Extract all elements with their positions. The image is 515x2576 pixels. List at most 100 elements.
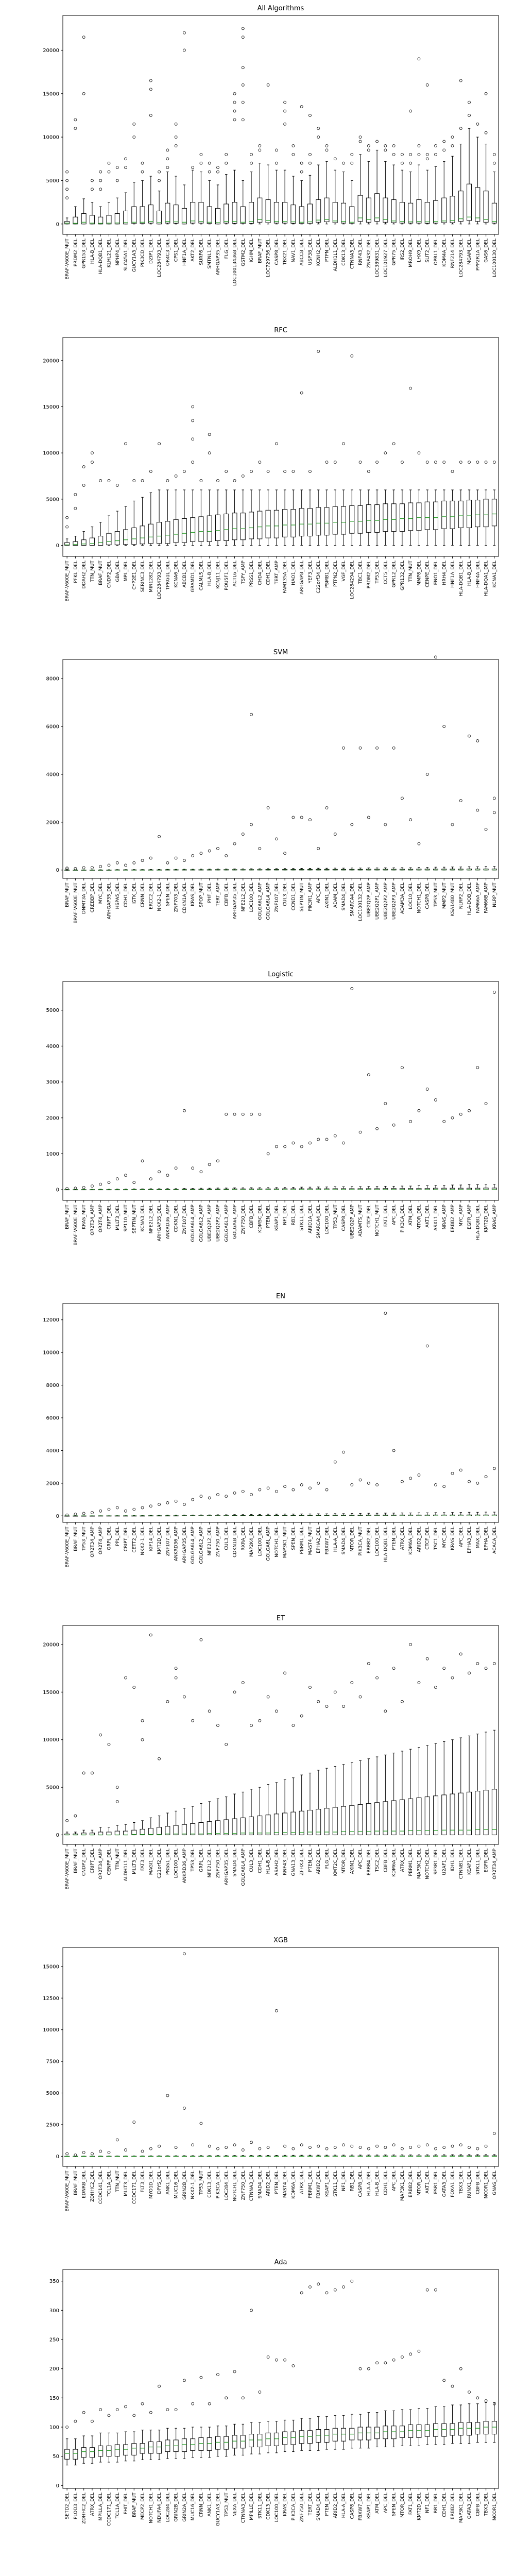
outlier-point <box>66 516 68 519</box>
outlier-point <box>367 816 370 819</box>
x-tick-label: LOC101927_DEL <box>383 239 388 277</box>
box-CBFB_DEL <box>383 1710 388 1835</box>
y-tick-label: 12000 <box>43 1317 59 1323</box>
outlier-point <box>300 171 303 173</box>
x-tick-label: ARHGAP35_DEL <box>182 1527 187 1563</box>
box-iqr <box>182 208 186 224</box>
x-tick-label: CRNN_DEL <box>199 2493 204 2517</box>
outlier-point <box>351 1681 353 1684</box>
box-iqr <box>90 538 94 545</box>
x-tick-label: ZNF750_DEL <box>241 2171 246 2200</box>
x-tick-label: YEF3_DEL <box>308 561 313 584</box>
x-tick-label: PBRM1_DEL <box>300 1527 305 1554</box>
x-tick-label: FLG_DEL <box>324 1849 330 1869</box>
outlier-point <box>74 493 77 496</box>
box-CUL3_DEL <box>283 852 287 870</box>
x-tick-label: HSPA5_DEL <box>115 883 121 909</box>
outlier-point <box>82 1772 85 1774</box>
x-tick-label: KEAP1_DEL <box>274 1205 280 1231</box>
outlier-point <box>317 1482 320 1484</box>
outlier-point <box>216 166 219 169</box>
box-GATA3_DEL <box>442 2146 447 2157</box>
box-PLOD3_DEL <box>73 2420 78 2465</box>
x-tick-label: OR2T4_AMP <box>98 1204 104 1232</box>
outlier-point <box>200 852 202 855</box>
box-iqr <box>324 2430 329 2443</box>
box-CDK13_DEL <box>207 2145 212 2156</box>
box-ACACA_DEL <box>492 1467 496 1516</box>
chart-panel-3: SVM02000400060008000BRAF_MUT BRAF-V600E_M… <box>46 649 499 924</box>
x-tick-label: SPEN_DEL <box>392 2493 397 2516</box>
x-tick-label: KLHL21_DEL <box>107 239 112 267</box>
outlier-point <box>485 1102 487 1105</box>
box-MMP2_MUT <box>442 725 447 870</box>
box-iqr <box>90 215 94 224</box>
x-tick-label: KRAS_DEL <box>283 2493 288 2516</box>
outlier-point <box>99 479 102 482</box>
x-tick-label: KRAS_DEL <box>191 883 196 906</box>
box-iqr <box>148 205 153 223</box>
box-KRAS_MUT <box>81 1186 86 1190</box>
x-tick-label: MAX_DEL <box>475 1527 480 1548</box>
outlier-point <box>300 392 303 394</box>
box-CRNN_DEL <box>199 2376 203 2458</box>
box-SPEN_DEL <box>391 2359 396 2447</box>
outlier-point <box>485 92 487 95</box>
x-tick-label: GPR75_DEL <box>392 239 397 265</box>
x-tick-label: DNMT3A_DEL <box>82 883 87 914</box>
box-iqr <box>400 504 404 532</box>
outlier-point <box>242 2149 244 2151</box>
box-PTPN_DEL <box>324 144 329 224</box>
box-ESR1_DEL <box>434 2147 438 2156</box>
outlier-point <box>334 2146 336 2149</box>
x-tick-label: OR2T4_AMP <box>98 1526 104 1554</box>
outlier-point <box>133 479 135 482</box>
box-FBXW7_DEL <box>316 2145 321 2156</box>
x-tick-label: KDM5C_DEL <box>258 1205 263 1233</box>
x-tick-label: ZNF750_DEL <box>216 1849 221 1878</box>
x-tick-label: PLOD3_DEL <box>73 2493 78 2519</box>
y-tick-label: 200 <box>49 2366 59 2372</box>
outlier-point <box>250 470 253 473</box>
x-tick-label: ERBB2_DEL <box>367 1527 372 1553</box>
outlier-point <box>409 819 412 821</box>
box-iqr <box>249 202 254 224</box>
box-KSA1480_MUT <box>450 823 455 870</box>
outlier-point <box>443 1485 445 1488</box>
y-tick-label: 5000 <box>46 497 59 502</box>
x-tick-label: CRIPT_DEL <box>90 1849 95 1873</box>
box-ZDHHC2_DEL <box>81 2411 86 2463</box>
outlier-point <box>300 2144 303 2146</box>
box-iqr <box>258 198 262 222</box>
outlier-point <box>225 162 228 164</box>
x-tick-label: RUNX1_DEL <box>467 2171 472 2198</box>
box-AKT2_DEL <box>191 166 195 224</box>
box-HNF1A_DEL <box>450 470 455 546</box>
outlier-point <box>418 1681 420 1684</box>
outlier-point <box>485 2145 487 2147</box>
x-tick-label: FAM66A_AMP <box>475 882 480 913</box>
x-tick-label: NLRP_MUT <box>492 883 497 907</box>
box-OR2T4_AMP <box>98 1183 103 1190</box>
outlier-point <box>108 1508 110 1511</box>
x-tick-label: PRSS1_DEL <box>165 1849 170 1875</box>
box-GUCY1A3_DEL <box>216 2374 220 2456</box>
outlier-point <box>367 1074 370 1076</box>
box-FHIT_DEL <box>124 2405 128 2461</box>
box-KMT2D_DEL <box>157 1503 162 1516</box>
x-tick-label: APC_DEL <box>358 1849 364 1869</box>
outlier-point <box>443 2146 445 2149</box>
box-UBE2Q2P3_AMP <box>391 747 396 870</box>
x-tick-label: RNF214_DEL <box>451 239 456 268</box>
x-tick-label: GPR132_DEL <box>400 561 405 590</box>
outlier-point <box>149 79 152 82</box>
x-tick-label: HNF1A_DEL <box>451 561 456 588</box>
x-tick-label: FAT3_DEL <box>141 1849 146 1871</box>
outlier-point <box>468 461 471 464</box>
chart-title: Ada <box>274 2259 287 2266</box>
outlier-point <box>367 2147 370 2150</box>
box-CETT2_DEL <box>132 1508 136 1516</box>
outlier-point <box>116 861 118 864</box>
chart-title: ET <box>277 1615 285 1622</box>
